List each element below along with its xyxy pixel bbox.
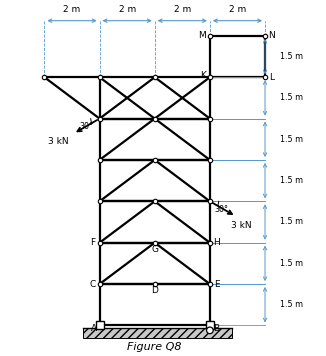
Text: 1.5 m: 1.5 m [280,176,303,185]
Text: 1.5 m: 1.5 m [280,259,303,268]
Text: K: K [200,70,206,79]
Text: 1.5 m: 1.5 m [280,218,303,226]
Text: 1.5 m: 1.5 m [280,300,303,309]
Circle shape [207,327,213,334]
Text: 30°: 30° [79,122,93,131]
Text: 2 m: 2 m [63,5,81,14]
Text: 1.5 m: 1.5 m [280,135,303,144]
Text: D: D [151,287,158,295]
Text: G: G [151,245,158,254]
Text: Figure Q8: Figure Q8 [127,342,182,352]
Text: B: B [213,324,219,333]
Text: 2 m: 2 m [119,5,136,14]
Text: H: H [214,238,220,247]
Text: F: F [90,238,95,247]
Text: 3 kN: 3 kN [231,221,251,230]
Text: 2 m: 2 m [229,5,246,14]
Text: A: A [90,324,96,333]
Text: E: E [214,279,220,289]
Bar [83,328,232,338]
Text: 1.5 m: 1.5 m [280,52,303,61]
Text: 2 m: 2 m [174,5,191,14]
Text: N: N [269,31,275,40]
Text: M: M [198,31,206,40]
Text: L: L [269,73,274,82]
Text: 1.5 m: 1.5 m [280,93,303,103]
Text: 3 kN: 3 kN [48,137,68,146]
Text: 30°: 30° [215,205,229,214]
Text: C: C [90,279,96,289]
